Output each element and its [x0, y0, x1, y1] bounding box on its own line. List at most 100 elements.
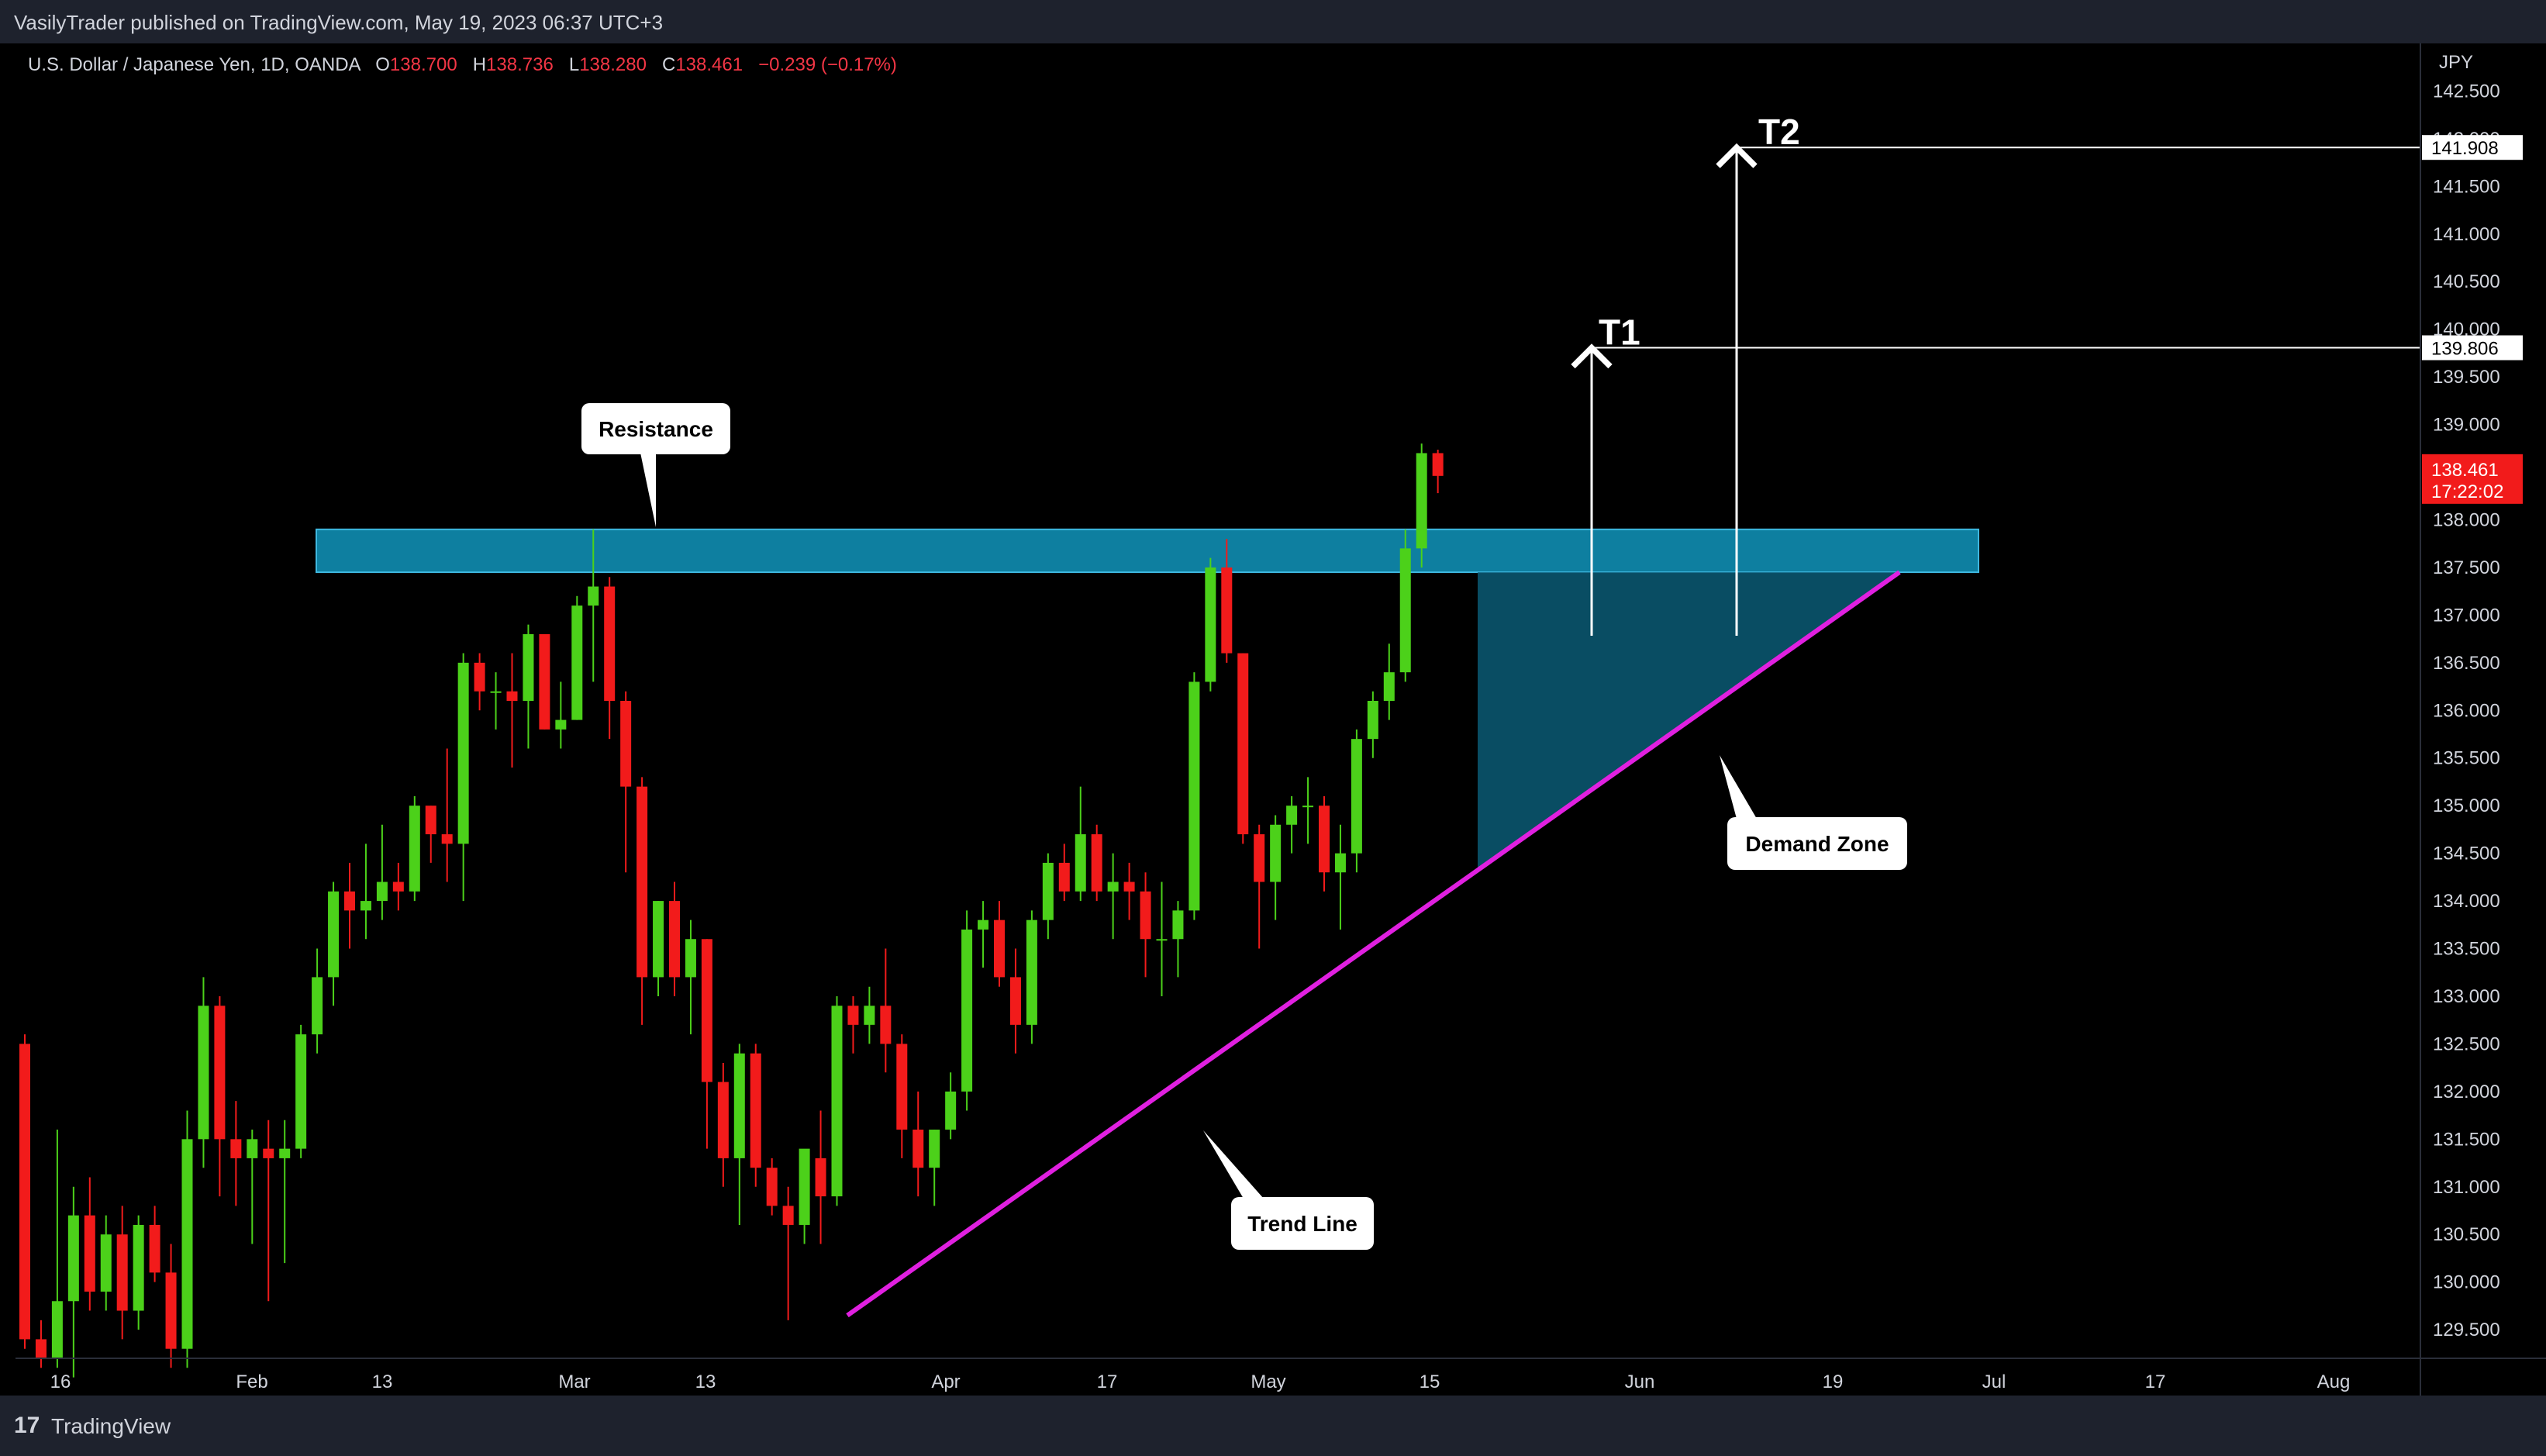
candle-body[interactable]	[474, 662, 485, 692]
candle-body[interactable]	[1140, 891, 1151, 940]
candle-body[interactable]	[1351, 739, 1362, 854]
candle-body[interactable]	[1237, 653, 1249, 835]
symbol-description[interactable]: U.S. Dollar / Japanese Yen, 1D, OANDA	[28, 54, 361, 75]
candle-body[interactable]	[1058, 862, 1070, 892]
candle-body[interactable]	[685, 939, 696, 978]
last-price-tag[interactable]	[2422, 454, 2523, 504]
candle-body[interactable]	[116, 1234, 128, 1311]
candle-body[interactable]	[51, 1301, 63, 1358]
candle-body[interactable]	[1075, 834, 1086, 892]
candle-body[interactable]	[247, 1139, 258, 1158]
t1-price-tag[interactable]	[2422, 335, 2523, 361]
candle-body[interactable]	[392, 882, 404, 892]
candle-body[interactable]	[912, 1130, 924, 1168]
candle-body[interactable]	[1009, 977, 1021, 1025]
trend-line-callout-box[interactable]	[1231, 1197, 1374, 1250]
candle-body[interactable]	[1156, 939, 1168, 941]
candle-body[interactable]	[701, 939, 712, 1082]
candle-body[interactable]	[506, 691, 518, 701]
candle-body[interactable]	[961, 929, 973, 1092]
candle-body[interactable]	[636, 786, 648, 978]
candle-body[interactable]	[165, 1272, 177, 1349]
candle-body[interactable]	[149, 1224, 160, 1273]
candle-body[interactable]	[717, 1082, 729, 1158]
candle-body[interactable]	[1432, 453, 1444, 476]
candle-body[interactable]	[376, 882, 388, 902]
candle-body[interactable]	[1254, 834, 1265, 882]
candle-body[interactable]	[847, 1006, 859, 1025]
candle-body[interactable]	[490, 691, 502, 693]
candle-body[interactable]	[929, 1130, 940, 1168]
candle-body[interactable]	[555, 719, 567, 730]
candle-body[interactable]	[1334, 853, 1346, 873]
candle-body[interactable]	[35, 1339, 47, 1358]
candle-body[interactable]	[1172, 910, 1184, 940]
candle-body[interactable]	[571, 606, 583, 720]
candle-body[interactable]	[669, 901, 680, 978]
candle-body[interactable]	[994, 919, 1005, 978]
candle-body[interactable]	[19, 1044, 30, 1340]
tradingview-brand[interactable]: TradingView	[51, 1414, 171, 1438]
candle-body[interactable]	[1123, 882, 1135, 892]
resistance-callout-box[interactable]	[581, 403, 730, 454]
candle-body[interactable]	[263, 1148, 274, 1158]
candle-body[interactable]	[880, 1006, 892, 1044]
candle-body[interactable]	[766, 1168, 778, 1206]
candle-body[interactable]	[1205, 567, 1216, 682]
candle-body[interactable]	[1383, 672, 1395, 701]
candle-body[interactable]	[1042, 862, 1054, 920]
candle-body[interactable]	[100, 1234, 112, 1292]
candle-body[interactable]	[312, 977, 323, 1035]
candle-body[interactable]	[815, 1158, 826, 1197]
candle-body[interactable]	[1302, 806, 1314, 808]
candle-body[interactable]	[588, 586, 599, 606]
candle-body[interactable]	[978, 919, 989, 930]
candle-body[interactable]	[523, 633, 534, 701]
candle-body[interactable]	[1319, 806, 1330, 873]
candle-body[interactable]	[1107, 882, 1119, 892]
candle-body[interactable]	[1416, 453, 1427, 549]
candle-body[interactable]	[1399, 548, 1411, 673]
candle-body[interactable]	[441, 834, 453, 844]
t2-price-tag[interactable]	[2422, 135, 2523, 160]
candle-body[interactable]	[1026, 919, 1037, 1025]
tradingview-logo-icon[interactable]: 17	[14, 1413, 40, 1438]
candle-body[interactable]	[181, 1139, 193, 1349]
candle-body[interactable]	[945, 1091, 957, 1130]
candle-body[interactable]	[344, 891, 355, 911]
candle-body[interactable]	[328, 891, 340, 978]
candle-body[interactable]	[360, 901, 371, 911]
candle-body[interactable]	[1286, 806, 1298, 825]
candle-body[interactable]	[799, 1148, 810, 1225]
candle-body[interactable]	[896, 1044, 908, 1130]
candle-body[interactable]	[620, 701, 632, 787]
candle-body[interactable]	[198, 1006, 209, 1140]
candle-body[interactable]	[604, 586, 616, 701]
candle-body[interactable]	[295, 1034, 307, 1149]
candle-body[interactable]	[84, 1215, 95, 1292]
resistance-zone[interactable]	[316, 528, 1979, 574]
candle-body[interactable]	[67, 1215, 79, 1302]
candle-body[interactable]	[1367, 701, 1378, 740]
candle-body[interactable]	[1091, 834, 1102, 892]
trend-line[interactable]	[846, 570, 1901, 1318]
candle-body[interactable]	[425, 806, 436, 835]
candle-body[interactable]	[1221, 567, 1233, 654]
candle-body[interactable]	[653, 901, 664, 978]
candle-body[interactable]	[279, 1148, 291, 1158]
demand-zone-callout-box[interactable]	[1727, 817, 1907, 870]
candle-body[interactable]	[133, 1224, 144, 1311]
candle-body[interactable]	[457, 662, 469, 844]
candle-body[interactable]	[1188, 681, 1200, 911]
candle-body[interactable]	[864, 1006, 875, 1025]
candle-body[interactable]	[733, 1053, 745, 1158]
candle-body[interactable]	[409, 806, 420, 892]
candle-body[interactable]	[750, 1053, 761, 1168]
candle-body[interactable]	[230, 1139, 242, 1158]
candle-body[interactable]	[539, 633, 550, 730]
candle-body[interactable]	[782, 1206, 794, 1225]
price-chart[interactable]: T1 T2 Resistance Trend Line Demand Zone 142…	[0, 0, 2546, 1396]
candle-body[interactable]	[831, 1006, 843, 1197]
candle-body[interactable]	[1270, 824, 1282, 882]
candle-body[interactable]	[214, 1006, 226, 1140]
